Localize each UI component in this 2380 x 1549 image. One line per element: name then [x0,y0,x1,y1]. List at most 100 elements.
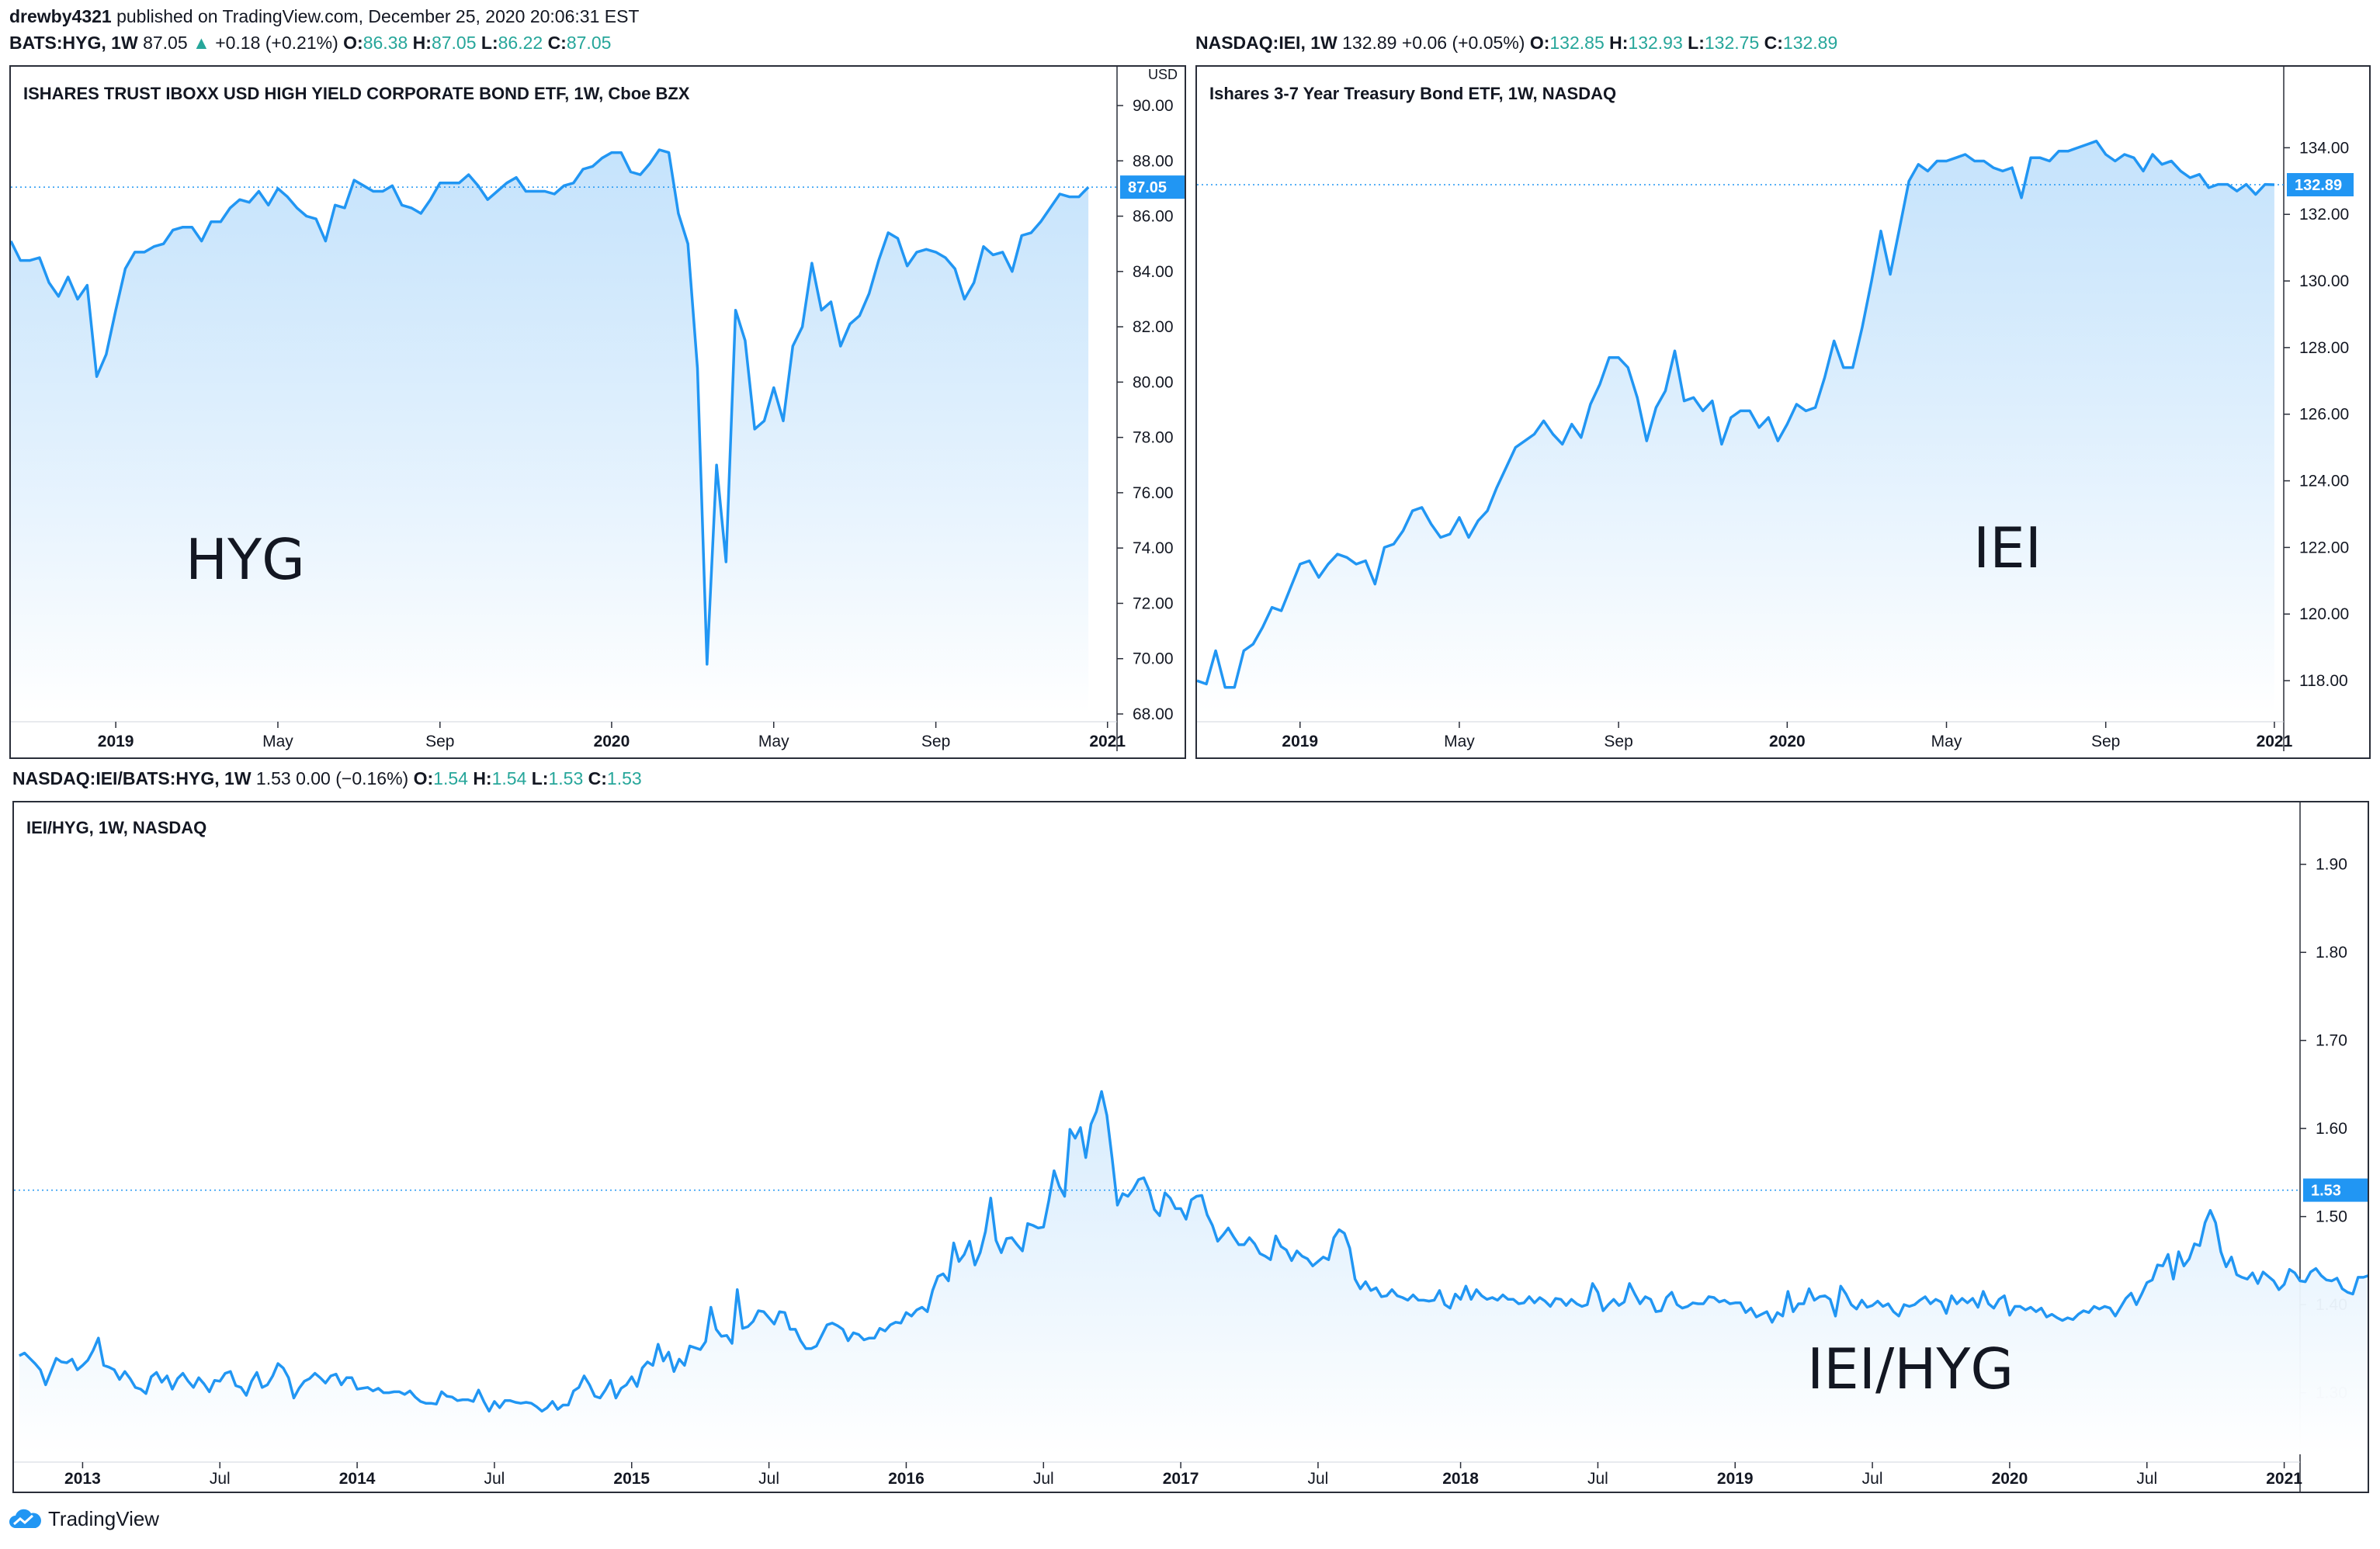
x-tick-label: 2013 [64,1470,101,1488]
y-tick-label: 88.00 [1133,152,1174,170]
legend-high: 132.93 [1628,33,1683,53]
series-line [11,148,1090,666]
legend-iei: NASDAQ:IEI, 1W 132.89 +0.06 (+0.05%) O:1… [1195,33,1838,53]
last-price-badge [2287,173,2354,197]
legend-last: 87.05 [143,33,188,53]
y-tick-label: 1.80 [2316,944,2347,962]
legend-open: 132.85 [1549,33,1605,53]
x-tick-label: Sep [2091,733,2120,750]
last-price-label: 1.53 [2311,1183,2341,1200]
last-price-badge [1120,175,1185,199]
series-line [19,1090,2368,1413]
x-tick-label: 2017 [1163,1470,1199,1488]
series-area [19,1091,2368,1454]
x-tick-label: Jul [1862,1470,1883,1488]
chart-title: Ishares 3-7 Year Treasury Bond ETF, 1W, … [1209,84,1617,103]
legend-open: 86.38 [363,33,408,53]
y-tick-label: 72.00 [1133,594,1174,612]
x-tick-label: 2020 [594,733,630,750]
chart-annotation: HYG [186,527,305,592]
x-tick-label: May [262,733,293,750]
last-price-label: 87.05 [1128,179,1167,196]
y-tick-label: 74.00 [1133,539,1174,557]
brand-name: TradingView [48,1507,160,1530]
legend-change: 0.00 (−0.16%) [296,768,409,788]
x-tick-label: Jul [1587,1470,1608,1488]
chart-title: ISHARES TRUST IBOXX USD HIGH YIELD CORPO… [23,84,690,103]
x-tick-label: May [758,733,789,750]
legend-last: 1.53 [255,768,291,788]
y-tick-label: 78.00 [1133,429,1174,447]
legend-symbol[interactable]: NASDAQ:IEI/BATS:HYG, 1W [12,768,252,788]
x-tick-label: 2016 [888,1470,925,1488]
legend-symbol[interactable]: NASDAQ:IEI, 1W [1195,33,1337,53]
legend-high: 1.54 [491,768,527,788]
series-area [11,150,1089,714]
x-tick-label: Jul [758,1470,779,1488]
chart-panel-hyg[interactable]: ISHARES TRUST IBOXX USD HIGH YIELD CORPO… [9,65,1186,759]
chart-annotation: IEI [1973,515,2042,580]
chart-svg-ratio[interactable]: 1.301.401.501.601.701.801.902013Jul2014J… [14,802,2368,1492]
legend-hyg: BATS:HYG, 1W 87.05 ▲ +0.18 (+0.21%) O:86… [9,33,612,53]
x-tick-label: Jul [1308,1470,1329,1488]
legend-symbol[interactable]: BATS:HYG, 1W [9,33,138,53]
x-tick-label: Sep [921,733,950,750]
y-tick-label: 1.50 [2316,1208,2347,1226]
chart-svg-iei[interactable]: 118.00 120.00 122.00 124.00 126.00 128.00 130.… [1197,67,2369,757]
y-tick-label: 1.60 [2316,1120,2347,1138]
legend-change: +0.06 (+0.05%) [1401,33,1525,53]
published-text: published on TradingView.com, December 2… [111,6,640,26]
x-tick-label: 2021 [2266,1470,2302,1488]
y-tick-label: 120.00 [2299,605,2349,623]
y-tick-label: 118.00 [2299,672,2348,690]
y-tick-label: 84.00 [1133,263,1174,281]
legend-close: 87.05 [566,33,612,53]
legend-close: 1.53 [606,768,642,788]
x-tick-label: 2020 [1992,1470,2028,1488]
legend-low: 132.75 [1704,33,1760,53]
last-price-badge [2303,1178,2368,1202]
x-tick-label: Jul [484,1470,505,1488]
x-tick-label: 2020 [1769,733,1806,750]
chart-panel-ratio[interactable]: IEI/HYG, 1W, NASDAQ 1.301.401.501.601.70… [12,801,2369,1493]
legend-open: 1.54 [433,768,468,788]
series-line [1197,140,2274,689]
legend-high: 87.05 [431,33,477,53]
y-tick-label: 82.00 [1133,318,1174,336]
chart-title: IEI/HYG, 1W, NASDAQ [26,818,207,837]
legend-low: 1.53 [548,768,584,788]
x-tick-label: May [1444,733,1475,750]
y-tick-label: 70.00 [1133,650,1174,668]
series-area [1197,140,2274,715]
x-tick-label: Sep [1604,733,1632,750]
chart-panel-iei[interactable]: Ishares 3-7 Year Treasury Bond ETF, 1W, … [1195,65,2371,759]
legend-low: 86.22 [498,33,543,53]
chart-svg-hyg[interactable]: 68.00 70.00 72.00 74.00 76.00 78.00 80.00 82.00… [11,67,1185,757]
y-tick-label: 126.00 [2299,406,2349,424]
x-tick-label: 2019 [1282,733,1318,750]
y-tick-label: 122.00 [2299,539,2349,556]
author-name[interactable]: drewby4321 [9,6,112,26]
tradingview-logo[interactable]: TradingView [8,1507,159,1531]
y-tick-label: 132.00 [2299,206,2349,224]
x-tick-label: 2021 [1089,733,1126,750]
arrow-up-icon: ▲ [193,33,210,53]
y-tick-label: 128.00 [2299,339,2349,357]
y-tick-label: 130.00 [2299,272,2349,290]
x-tick-label: 2021 [2257,733,2293,750]
x-tick-label: 2018 [1442,1470,1479,1488]
x-tick-label: Jul [2136,1470,2157,1488]
x-tick-label: 2015 [613,1470,650,1488]
x-tick-label: 2019 [1717,1470,1754,1488]
y-tick-label: 86.00 [1133,208,1174,226]
y-tick-label: 1.70 [2316,1032,2347,1050]
currency-label: USD [1148,67,1178,82]
x-tick-label: Jul [210,1470,231,1488]
legend-last: 132.89 [1342,33,1397,53]
y-tick-label: 1.90 [2316,856,2347,874]
x-tick-label: Jul [1033,1470,1054,1488]
y-tick-label: 76.00 [1133,484,1174,502]
legend-change: +0.18 (+0.21%) [215,33,338,53]
last-price-label: 132.89 [2295,177,2342,194]
x-tick-label: 2014 [339,1470,376,1488]
